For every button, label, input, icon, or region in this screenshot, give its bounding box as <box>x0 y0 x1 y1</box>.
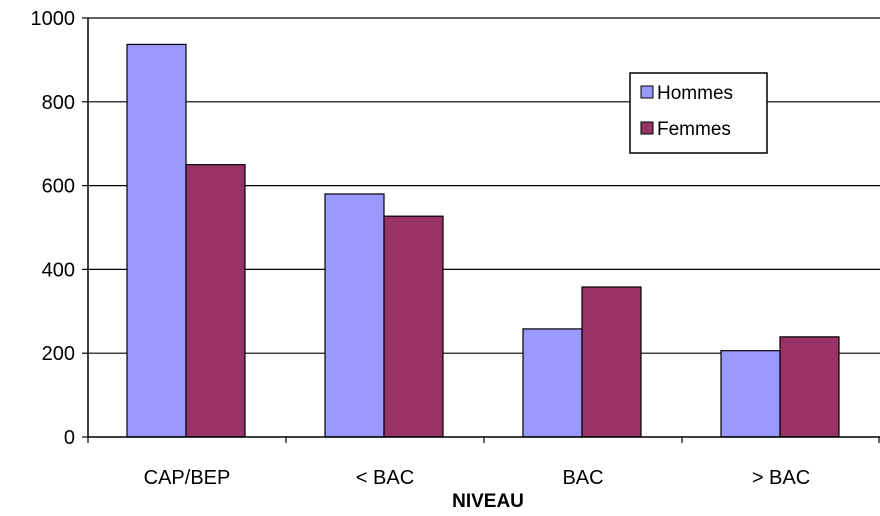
x-tick-label: > BAC <box>752 467 810 489</box>
x-axis-title: NIVEAU <box>452 491 524 512</box>
y-tick-label: 1000 <box>31 8 76 30</box>
y-tick-label: 400 <box>42 259 75 281</box>
x-tick-label: < BAC <box>356 467 414 489</box>
bar-femmes-3 <box>581 286 642 438</box>
bars <box>126 43 840 438</box>
legend-swatch-femmes <box>640 121 654 135</box>
y-tick-label: 0 <box>64 427 75 449</box>
bar-femmes-1 <box>185 164 246 438</box>
legend-swatch-hommes <box>640 85 654 99</box>
bar-hommes-4 <box>720 350 781 438</box>
x-tick-labels: CAP/BEP < BAC BAC > BAC <box>144 467 811 489</box>
x-tick-label: BAC <box>562 467 603 489</box>
bar-hommes-1 <box>126 43 187 438</box>
bar-hommes-2 <box>324 193 385 438</box>
y-tick-label: 800 <box>42 92 75 114</box>
x-tick-label: CAP/BEP <box>144 467 231 489</box>
legend: Hommes Femmes <box>629 72 768 154</box>
y-tick-label: 600 <box>42 176 75 198</box>
y-tick-labels: 0 200 400 600 800 1000 <box>31 8 76 449</box>
legend-label-femmes: Femmes <box>657 119 731 140</box>
y-tick-label: 200 <box>42 343 75 365</box>
legend-label-hommes: Hommes <box>657 83 733 104</box>
bar-hommes-3 <box>522 328 583 438</box>
axes <box>82 17 880 443</box>
bar-femmes-2 <box>383 215 444 438</box>
bar-femmes-4 <box>779 336 840 438</box>
